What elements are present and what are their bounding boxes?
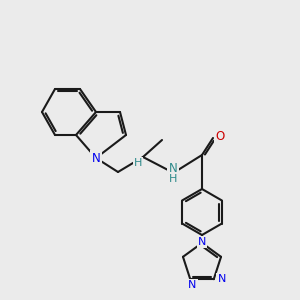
Text: N: N: [188, 280, 196, 290]
Text: N: N: [218, 274, 226, 284]
Text: N: N: [198, 237, 206, 247]
Text: N: N: [169, 163, 177, 176]
Text: H: H: [134, 158, 142, 168]
Text: O: O: [215, 130, 225, 143]
Text: H: H: [169, 174, 177, 184]
Text: N: N: [92, 152, 100, 164]
